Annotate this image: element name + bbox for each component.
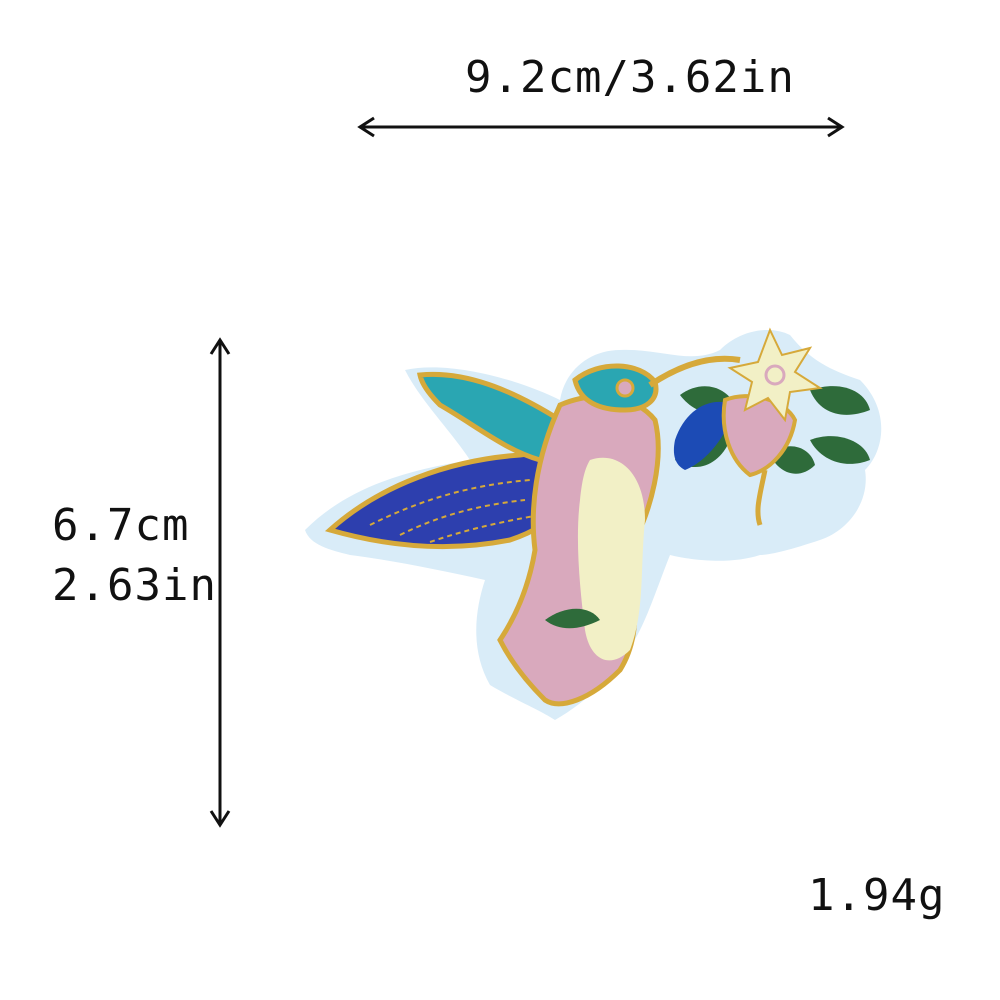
leaf [810, 436, 870, 464]
beak [648, 355, 741, 388]
flower-stem [755, 469, 768, 526]
flower-blue-petal [673, 401, 735, 470]
head [572, 363, 659, 413]
weight-label: 1.94g [808, 870, 946, 921]
width-measurement: 9.2cm/3.62in [465, 52, 795, 103]
cream-belly [577, 457, 645, 661]
height-measurement-in: 2.63in [52, 560, 217, 611]
hummingbird-patch-icon [305, 327, 882, 720]
cream-flower [727, 327, 823, 423]
eye [615, 378, 635, 398]
belly-leaf [545, 608, 600, 629]
leaf [810, 386, 870, 415]
height-arrow-icon [209, 337, 231, 828]
height-measurement-cm: 6.7cm [52, 500, 190, 551]
width-arrow-icon [357, 116, 845, 138]
